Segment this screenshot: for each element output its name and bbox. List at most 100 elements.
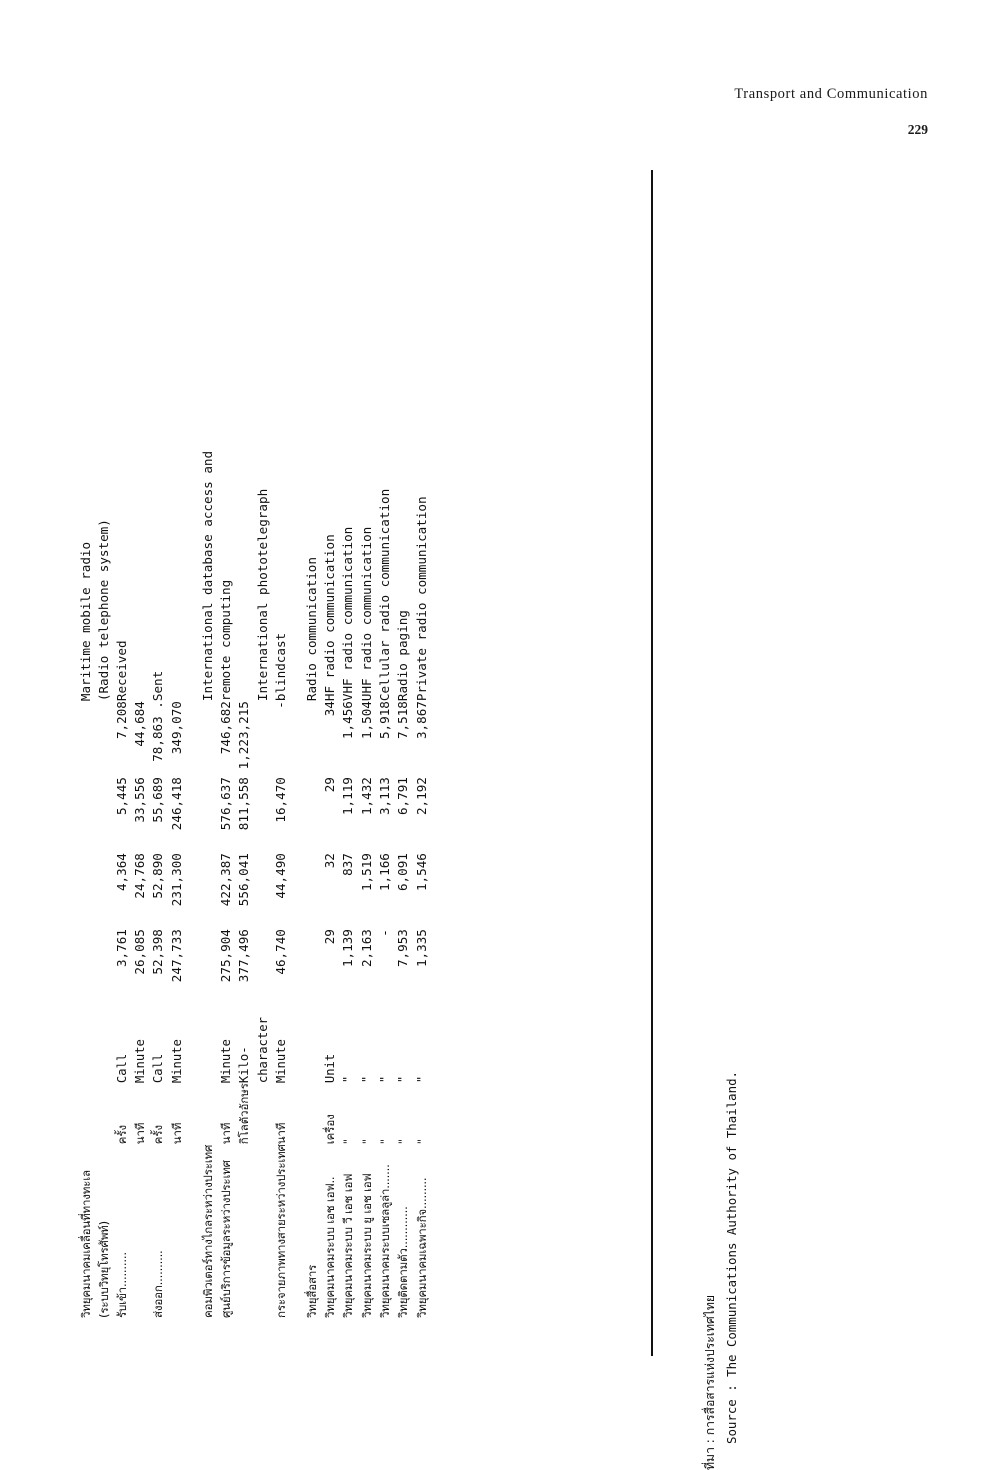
data-cell: 78,863 .: [150, 701, 166, 762]
unit-thai: ": [341, 1139, 356, 1145]
row-label-english: [168, 451, 186, 701]
unit-english: ": [414, 1075, 429, 1084]
row-label-thai: ส่งออก..........: [151, 1250, 166, 1318]
row-label-thai: วิทยุคมนาคมระบบ ยู เอช เอฟ: [359, 1173, 374, 1318]
table-row: รับเข้า.......... ครั้ง Call 3,761 4,364 5,44…: [113, 451, 131, 1318]
data-cell: 422,387: [217, 853, 233, 907]
data-cell: 6,091: [395, 853, 411, 892]
unit-english: Minute: [133, 1039, 148, 1084]
unit-thai: [199, 1083, 217, 1144]
data-cell: 7,953: [395, 929, 411, 968]
rotated-table-wrapper: วิทยุคมนาคมเคลื่อนที่ทางทะเล Maritime mob…: [77, 451, 431, 1318]
data-cell: 29: [322, 777, 338, 793]
data-cell: [254, 929, 272, 1005]
data-cell: 32: [322, 853, 338, 869]
unit-english: Call: [114, 1053, 129, 1084]
unit-thai: [95, 1083, 113, 1144]
unit-thai: ": [359, 1139, 374, 1145]
row-label-thai: วิทยุคมนาคมเคลื่อนที่ทางทะเล: [79, 1170, 93, 1318]
row-label-english: Cellular radio communication: [377, 488, 393, 702]
row-label-thai: คอมพิวเตอร์ทางไกลระหว่างประเทศ: [201, 1144, 216, 1318]
data-cell: 44,684: [132, 701, 148, 747]
unit-thai: นาที: [133, 1122, 148, 1145]
row-label-english: [131, 451, 149, 701]
data-cell: 3,113: [377, 777, 393, 816]
data-cell: [95, 853, 113, 929]
table-row: วิทยุคมนาคมระบบ ยู เอช เอฟ " " 2,163 1,519 1,…: [358, 451, 376, 1318]
row-label-english: International database access and: [200, 450, 216, 702]
data-cell: -: [272, 701, 288, 709]
unit-english: Minute: [218, 1039, 233, 1084]
row-label-english: remote computing: [217, 579, 233, 702]
unit-thai: ครั้ง: [151, 1124, 166, 1145]
table-row: วิทยุคมนาคมระบบ เอช เอฟ.. เครื่อง Unit 29 32…: [321, 451, 339, 1318]
row-label-english: HF radio communication: [322, 534, 338, 702]
data-cell: 247,733: [168, 929, 184, 983]
table-row: วิทยุติดตามตัว............ " " 7,953 6,091 6,…: [394, 451, 412, 1318]
unit-english: [77, 1005, 95, 1083]
data-cell: 1,335: [413, 929, 429, 968]
row-label-english: Radio paging: [395, 610, 411, 702]
unit-thai: ": [396, 1139, 411, 1145]
unit-thai: [303, 1083, 321, 1144]
data-cell: [199, 701, 217, 777]
data-cell: 1,546: [413, 853, 429, 892]
row-label-english: International phototelegraph: [254, 488, 270, 702]
source-note: ที่มา : การสื่อสารแห่งประเทศไทย Source :…: [700, 1050, 760, 1470]
row-label-thai: วิทยุสื่อสาร: [305, 1264, 320, 1318]
data-cell: 1,119: [340, 777, 356, 816]
table-row: นาที Minute 247,733 231,300 246,418 349,070: [168, 451, 186, 1318]
row-label-thai: วิทยุคมนาคมระบบเซลลูล่า.......: [378, 1164, 393, 1318]
row-label-english: UHF radio communication: [358, 526, 374, 702]
data-cell: 52,398: [150, 929, 166, 975]
data-cell: 377,496: [236, 929, 252, 983]
row-label-thai: [168, 1144, 186, 1318]
unit-thai: [77, 1083, 95, 1144]
data-cell: [254, 701, 272, 777]
unit-thai: ": [414, 1139, 429, 1145]
data-cell: 26,085: [132, 929, 148, 975]
data-cell: 746,682: [217, 701, 233, 755]
unit-english: [199, 1005, 217, 1083]
data-cell: 46,740: [272, 929, 288, 975]
unit-english: Unit: [323, 1053, 338, 1084]
unit-english: ": [396, 1075, 411, 1084]
data-cell: 5,445: [113, 777, 129, 816]
table-row: (ระบบวิทยุโทรศัพท์) (Radio telephone syst…: [95, 451, 113, 1318]
row-label-english: Sent: [150, 670, 166, 702]
statistics-table: วิทยุคมนาคมเคลื่อนที่ทางทะเล Maritime mob…: [77, 451, 431, 1318]
data-cell: 33,556: [132, 777, 148, 823]
table-row: นาที Minute 26,085 24,768 33,556 44,684: [131, 451, 149, 1318]
row-label-thai: วิทยุคมนาคมเฉพาะกิจ.........: [414, 1177, 429, 1318]
data-cell: 1,432: [358, 777, 374, 816]
data-cell: [303, 929, 321, 1005]
unit-english: [95, 1005, 113, 1083]
running-head: Transport and Communication: [734, 86, 928, 102]
data-cell: 246,418: [168, 777, 184, 831]
unit-thai: นาที: [169, 1122, 184, 1145]
row-label-english: [235, 451, 253, 701]
data-cell: 44,490: [272, 853, 288, 899]
table-row: character International phototelegraph: [254, 451, 272, 1318]
unit-english: Minute: [273, 1039, 288, 1084]
data-cell: [254, 853, 272, 929]
data-cell: 3,867: [413, 701, 429, 740]
data-cell: [303, 777, 321, 853]
table-spacer-row: [186, 451, 199, 1318]
data-cell: 275,904: [217, 929, 233, 983]
data-cell: 52,890: [150, 853, 166, 899]
data-cell: [254, 777, 272, 853]
table-row: วิทยุคมนาคมระบบเซลลูล่า....... " " - 1,166 3,…: [376, 451, 394, 1318]
page-number: 229: [907, 122, 928, 137]
data-cell: 7,518: [395, 701, 411, 740]
data-cell: [199, 777, 217, 853]
data-cell: 1,166: [377, 853, 393, 892]
row-label-thai: (ระบบวิทยุโทรศัพท์): [96, 1221, 111, 1318]
data-cell: 1,519: [358, 853, 374, 892]
data-cell: [303, 853, 321, 929]
row-label-thai: วิทยุติดตามตัว............: [396, 1206, 411, 1318]
data-cell: 16,470: [272, 777, 288, 823]
data-cell: 2,192: [413, 777, 429, 816]
table-row: วิทยุสื่อสาร Radio communication: [303, 451, 321, 1318]
row-label-english: Received: [113, 640, 129, 702]
